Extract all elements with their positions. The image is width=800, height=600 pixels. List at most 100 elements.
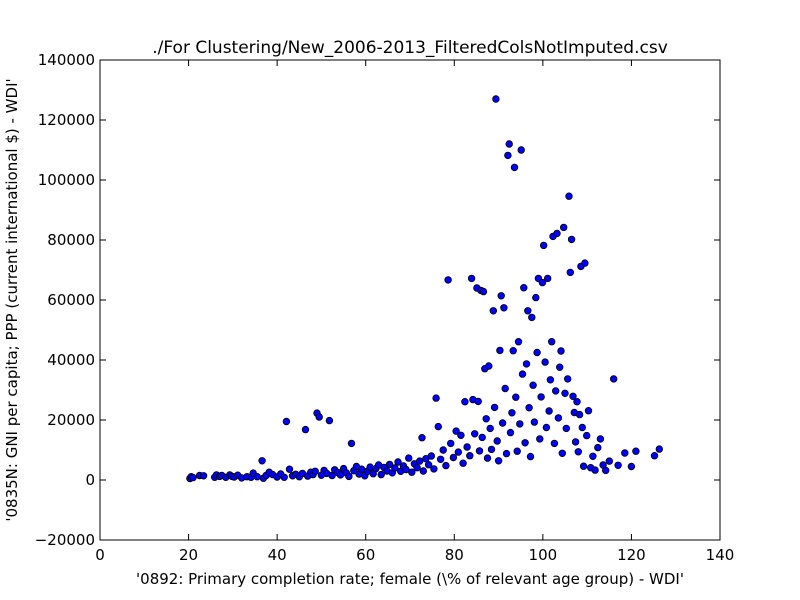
scatter-point (301, 425, 310, 434)
scatter-point (556, 363, 564, 371)
x-tick-label: 120 (617, 546, 646, 564)
scatter-point (325, 416, 334, 425)
scatter-point (561, 389, 569, 397)
scatter-point (419, 467, 427, 475)
scatter-point (485, 362, 493, 370)
scatter-point (501, 384, 509, 393)
scatter-point (413, 464, 421, 472)
scatter-point (467, 274, 476, 283)
scatter-point (493, 437, 501, 445)
scatter-point (550, 439, 559, 448)
scatter-point (442, 461, 450, 470)
scatter-point (424, 461, 433, 469)
scatter-point (578, 423, 586, 432)
y-tick-label: 0 (85, 471, 95, 489)
y-tick-label: 60000 (47, 291, 95, 309)
scatter-point (474, 397, 482, 406)
scatter-point (537, 393, 545, 401)
scatter-point (405, 454, 413, 462)
scatter-point (487, 445, 496, 454)
scatter-point (589, 452, 597, 460)
chart-title: ./For Clustering/New_2006-2013_FilteredC… (152, 38, 668, 58)
scatter-point (553, 229, 561, 238)
scatter-point (486, 424, 494, 433)
scatter-point (544, 274, 552, 283)
scatter-point (533, 348, 541, 357)
scatter-point (529, 381, 537, 389)
scatter-point (483, 454, 492, 462)
scatter-point (385, 460, 394, 469)
scatter-point (253, 473, 261, 481)
scatter-point (574, 448, 582, 456)
x-tick-label: 80 (445, 546, 464, 564)
scatter-point (461, 398, 469, 406)
scatter-point (432, 394, 440, 402)
scatter-point (282, 417, 291, 426)
scatter-point (510, 163, 519, 172)
scatter-point (347, 439, 356, 448)
scatter-point (408, 468, 416, 476)
x-axis-label: '0892: Primary completion rate; female (… (136, 570, 684, 588)
scatter-point (542, 423, 551, 432)
plot-frame (99, 59, 721, 541)
scatter-point (621, 449, 629, 457)
scatter-point (524, 307, 532, 315)
scatter-point (517, 146, 525, 154)
scatter-point (502, 449, 511, 458)
scatter-point (650, 452, 659, 460)
y-tick-label: 120000 (38, 111, 95, 129)
scatter-point (418, 434, 426, 442)
scatter-point (558, 449, 566, 457)
scatter-point (463, 443, 471, 451)
y-tick-label: 140000 (38, 51, 95, 69)
scatter-point (566, 268, 574, 277)
scatter-point (498, 419, 507, 427)
scatter-point (571, 438, 580, 446)
scatter-point (552, 387, 560, 395)
scatter-point (627, 462, 636, 471)
scatter-point (494, 457, 503, 465)
scatter-point (258, 457, 266, 465)
scatter-point (512, 393, 520, 401)
scatter-point (569, 392, 577, 400)
scatter-point (564, 375, 572, 383)
scatter-point (497, 292, 505, 300)
scatter-point (506, 428, 515, 437)
scatter-point (466, 452, 474, 460)
scatter-point (521, 439, 529, 447)
scatter-point (526, 452, 535, 461)
scatter-point (545, 407, 553, 415)
y-tick-label: 100000 (38, 171, 95, 189)
scatter-point (532, 293, 540, 302)
scatter-point (345, 472, 353, 481)
scatter-point (602, 466, 610, 475)
x-tick-label: 60 (356, 546, 375, 564)
scatter-point (591, 466, 599, 474)
scatter-point (513, 447, 521, 455)
scatter-point (315, 413, 323, 421)
scatter-point (518, 370, 527, 378)
scatter-point (471, 430, 479, 438)
scatter-point (490, 403, 499, 412)
scatter-point (596, 435, 605, 443)
scatter-point (394, 458, 402, 466)
scatter-point (540, 241, 548, 250)
scatter-point (522, 360, 531, 368)
scatter-point (541, 358, 549, 366)
scatter-point (509, 347, 517, 355)
scatter-point (434, 422, 442, 431)
scatter-point (528, 313, 536, 322)
scatter-point (416, 457, 424, 465)
scatter-point (280, 473, 288, 481)
y-tick-label: 20000 (47, 411, 95, 429)
scatter-point (500, 304, 508, 312)
scatter-point (444, 276, 452, 284)
scatter-point (536, 435, 544, 443)
scatter-point (567, 235, 576, 244)
scatter-point (285, 465, 294, 473)
scatter-point (478, 433, 486, 442)
scatter-point (538, 278, 547, 287)
scatter-point (496, 346, 504, 355)
scatter-point (583, 431, 591, 440)
